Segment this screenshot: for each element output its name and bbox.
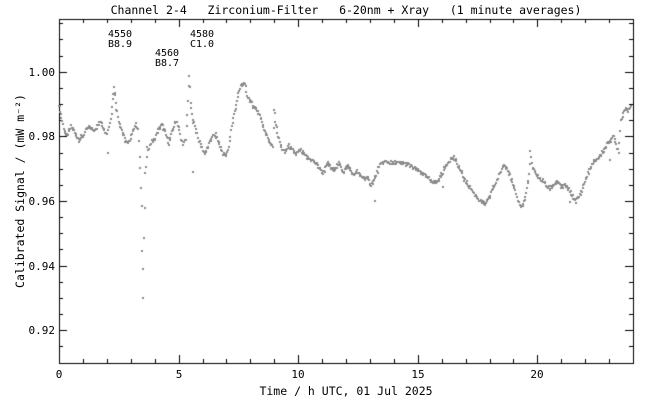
flare-annotation: 4550 B8.9 xyxy=(108,29,133,50)
flare-annotation: 4560 B8.7 xyxy=(155,48,180,69)
x-tick-label: 15 xyxy=(411,368,425,381)
chart-title: Channel 2-4 Zirconium-Filter 6-20nm + Xr… xyxy=(110,3,582,17)
y-tick-label: 0.92 xyxy=(28,324,56,337)
y-tick-label: 0.96 xyxy=(28,195,56,208)
x-tick-label: 5 xyxy=(175,368,183,381)
x-tick-label: 10 xyxy=(291,368,305,381)
y-tick-label: 0.98 xyxy=(28,130,56,143)
y-axis-title: Calibrated Signal / (mW m⁻²) xyxy=(13,94,27,288)
flare-annotation: 4580 C1.0 xyxy=(190,29,215,50)
x-tick-label: 20 xyxy=(530,368,544,381)
y-tick-label: 1.00 xyxy=(28,66,56,79)
y-tick-label: 0.94 xyxy=(28,260,56,273)
x-tick-label: 0 xyxy=(55,368,63,381)
x-axis-title: Time / h UTC, 01 Jul 2025 xyxy=(259,384,433,398)
